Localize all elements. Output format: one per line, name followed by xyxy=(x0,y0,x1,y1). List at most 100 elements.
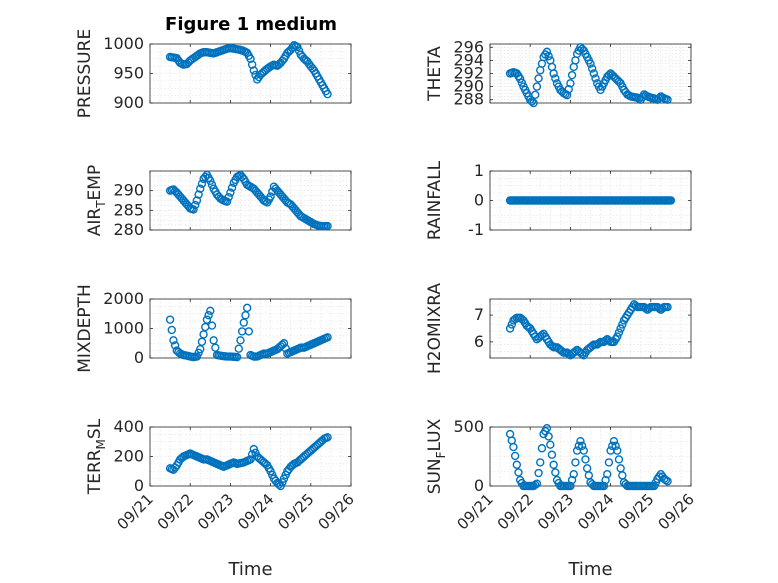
data-point xyxy=(247,60,257,69)
y-tick-label: 285 xyxy=(113,200,144,219)
data-point xyxy=(582,464,592,473)
data-point xyxy=(167,325,176,335)
data-point xyxy=(577,441,587,451)
data-point xyxy=(531,90,540,100)
data-point xyxy=(510,451,520,461)
y-axis-label: AIRTEMP xyxy=(85,165,108,236)
data-point xyxy=(242,303,252,313)
data-point xyxy=(512,460,521,469)
y-tick-label: -1 xyxy=(468,220,484,239)
data-point xyxy=(165,315,175,324)
data-point xyxy=(603,470,612,479)
y-tick-label: 290 xyxy=(113,181,144,200)
data-point xyxy=(663,477,672,486)
data-point xyxy=(544,51,553,61)
data-point xyxy=(534,468,543,478)
data-point xyxy=(197,337,207,346)
data-point xyxy=(616,324,625,333)
data-point xyxy=(199,330,208,339)
data-point xyxy=(542,423,552,433)
data-point xyxy=(567,70,577,80)
y-tick-label: 6 xyxy=(474,332,484,351)
y-tick-label: 400 xyxy=(113,417,144,436)
data-point xyxy=(505,324,515,333)
data-point xyxy=(207,321,217,330)
data-point xyxy=(196,184,205,193)
y-tick-label: 0 xyxy=(134,348,144,367)
data-point xyxy=(170,341,180,350)
data-point xyxy=(549,460,558,469)
data-point xyxy=(241,311,250,320)
data-point xyxy=(246,455,255,464)
data-point xyxy=(586,59,595,68)
data-point xyxy=(574,441,583,451)
x-tick-label: 09/25 xyxy=(614,490,657,533)
data-point xyxy=(579,446,588,455)
data-point xyxy=(192,196,202,205)
data-point xyxy=(532,82,542,91)
data-point xyxy=(249,66,259,75)
axes-box xyxy=(489,298,692,359)
data-point xyxy=(196,344,205,354)
data-point xyxy=(564,85,573,94)
data-point xyxy=(584,471,594,480)
y-tick-label: 2000 xyxy=(103,289,144,308)
data-point xyxy=(599,481,609,491)
y-axis-label: PRESSURE xyxy=(75,29,95,118)
data-point xyxy=(666,196,676,205)
x-tick-label: 09/26 xyxy=(315,490,358,533)
data-point xyxy=(206,176,215,186)
data-point xyxy=(204,311,213,320)
x-tick-label: 09/25 xyxy=(274,490,317,533)
y-axis-label: TERRMSL xyxy=(85,418,108,495)
data-point xyxy=(618,320,627,329)
y-tick-label: 200 xyxy=(113,447,144,466)
y-tick-label: 0 xyxy=(474,191,484,210)
data-point xyxy=(191,200,200,210)
x-tick-label: 09/21 xyxy=(114,490,157,533)
data-point xyxy=(613,332,622,341)
data-point xyxy=(587,64,597,73)
data-point xyxy=(224,192,233,202)
axes-h2omixra: 6 7 H2OMIXRA xyxy=(425,283,692,374)
data-point xyxy=(323,333,332,342)
data-point xyxy=(222,197,232,206)
data-point xyxy=(246,54,255,63)
axes-mixdepth: 0 1000 2000 MIXDEPTH xyxy=(75,284,352,373)
data-point xyxy=(534,74,543,83)
data-point xyxy=(232,352,242,362)
data-point xyxy=(266,192,275,201)
y-tick-label: 290 xyxy=(453,77,484,96)
data-point xyxy=(293,42,302,52)
y-tick-label: 288 xyxy=(453,90,484,109)
data-point xyxy=(566,79,575,88)
y-axis-label: THETA xyxy=(425,46,445,102)
data-point xyxy=(537,444,547,453)
data-point xyxy=(206,306,215,315)
data-point xyxy=(201,322,210,332)
data-point xyxy=(209,336,218,345)
axes-pressure: 900 950 1000 PRESSURE xyxy=(75,29,352,118)
y-tick-label: 292 xyxy=(453,64,484,83)
data-point xyxy=(589,69,599,78)
data-point xyxy=(529,98,538,108)
data-point xyxy=(549,69,558,78)
y-tick-label: 1000 xyxy=(103,34,144,53)
y-tick-label: 0 xyxy=(474,476,484,495)
data-point xyxy=(576,436,585,446)
data-point xyxy=(567,475,577,485)
data-point xyxy=(609,436,619,446)
data-point xyxy=(614,455,624,464)
x-tick-label: 09/24 xyxy=(234,490,277,533)
x-tick-label: 09/23 xyxy=(534,490,577,533)
data-point xyxy=(194,190,203,199)
data-point xyxy=(517,78,527,87)
data-point xyxy=(536,458,545,467)
y-tick-label: 1 xyxy=(474,161,484,180)
data-point xyxy=(591,74,600,83)
data-point xyxy=(515,74,525,83)
